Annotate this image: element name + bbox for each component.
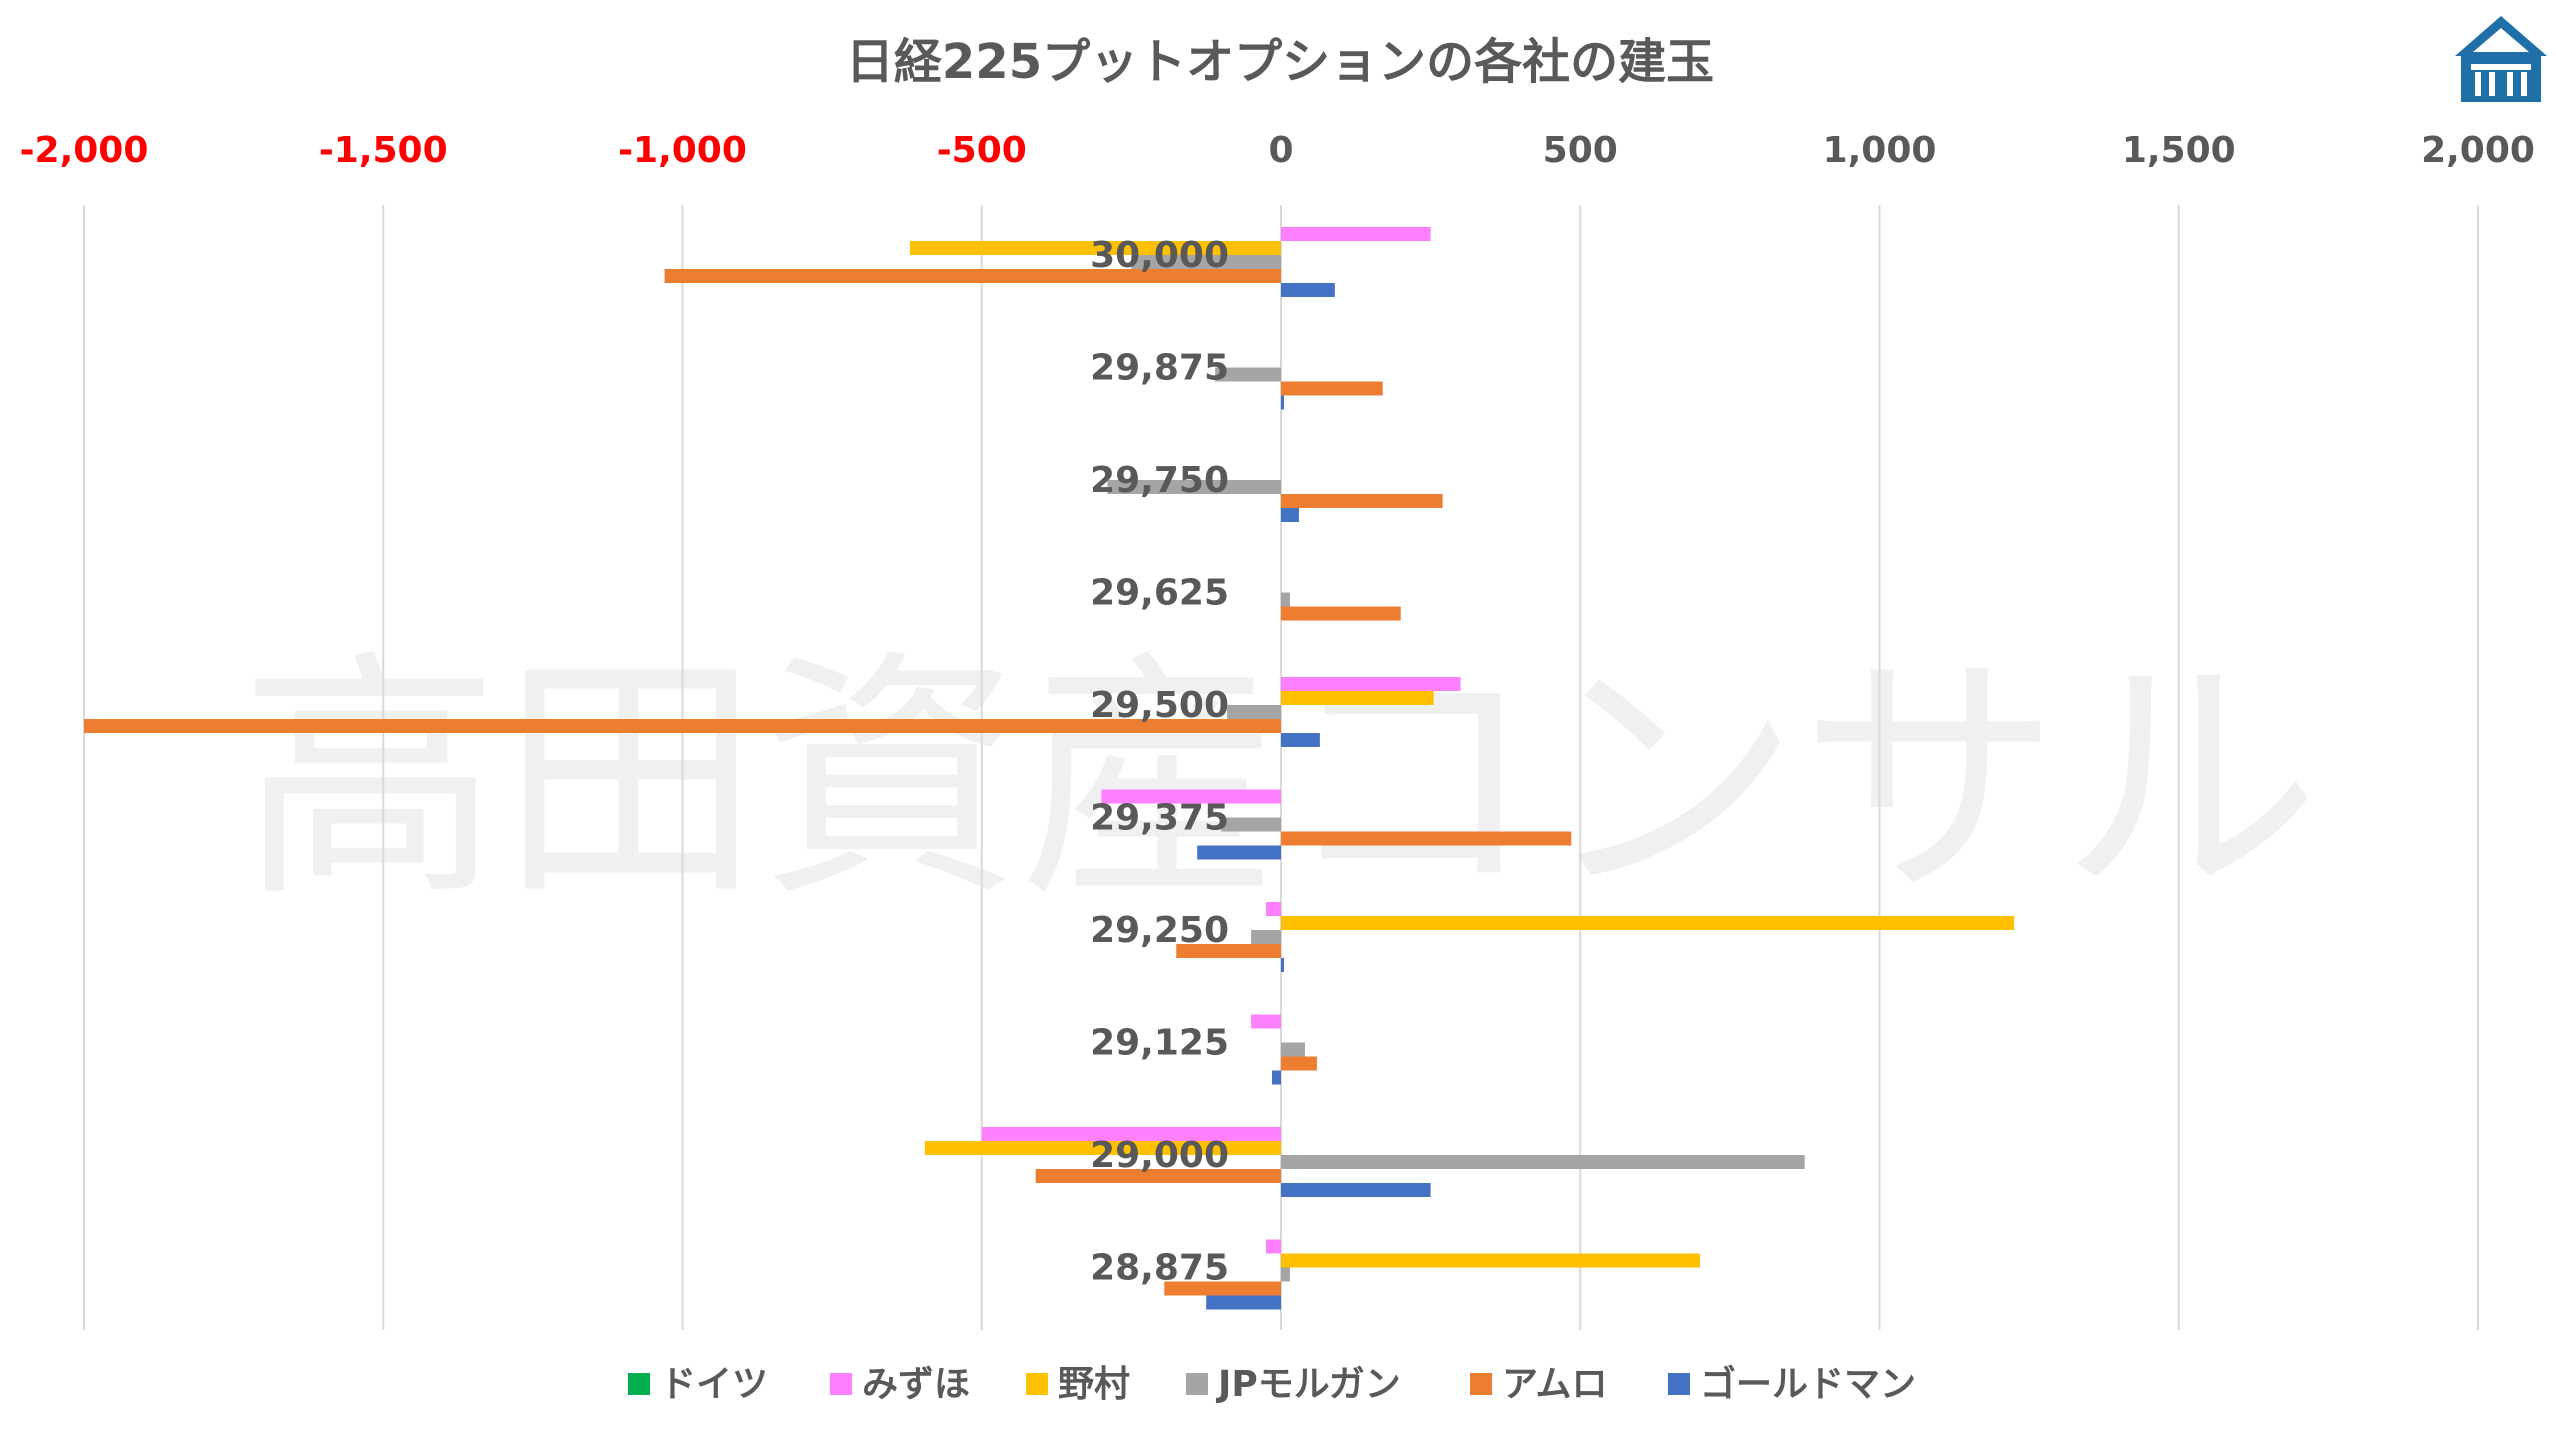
x-tick-label: 500 [1543,130,1618,171]
category-labels: 30,000 29,875 29,750 29,625 29,500 29,375 29,2… [1090,235,1229,1289]
bar [1215,367,1281,382]
bar [1272,1070,1281,1085]
bar [924,1141,1281,1155]
legend-swatch [1026,1373,1048,1395]
bar [1251,930,1281,944]
bar [1281,1042,1305,1057]
bar [1281,283,1335,297]
bar [1176,944,1281,958]
bar [664,269,1281,283]
bar [84,719,1281,733]
legend-label: アムロ [1502,1364,1607,1405]
x-tick-label: -1,000 [618,130,747,171]
bar [1107,480,1281,494]
chart-title: 日経225プットオプションの各社の建玉 [846,34,1714,90]
x-tick-label: 1,000 [1823,130,1937,171]
bar [1266,902,1281,916]
bar [1281,677,1461,691]
category-label: 28,875 [1090,1248,1229,1289]
bar [1101,789,1281,804]
bar [1281,592,1290,607]
bars [84,227,2015,1310]
x-tick-label: -1,500 [319,130,448,171]
category-label: 29,625 [1090,573,1229,614]
bar [1281,958,1284,972]
category-label: 30,000 [1090,235,1229,276]
category-label: 29,000 [1090,1135,1229,1176]
bar [1206,1295,1281,1310]
legend-label: JPモルガン [1215,1364,1401,1405]
legend-swatch [1470,1373,1492,1395]
takada-logo-icon [2455,16,2547,102]
bar [1281,494,1443,508]
bar [1227,705,1281,719]
bar [1281,1253,1700,1268]
bar [1281,1267,1290,1282]
bar [1281,916,2015,930]
legend-swatch [628,1373,650,1395]
category-label: 29,500 [1090,685,1229,726]
legend-swatch [1668,1373,1690,1395]
x-axis-ticks: -2,000 -1,500 -1,000 -500 0 500 1,000 1,500 2,00… [20,130,2535,171]
bar [1035,1169,1281,1183]
bar [1281,1155,1805,1169]
bar [1281,733,1320,747]
bar [1281,606,1401,621]
x-tick-label: -500 [937,130,1027,171]
bar [1281,395,1284,410]
bar [1281,1183,1431,1197]
bar [909,241,1281,255]
x-tick-label: 1,500 [2122,130,2236,171]
category-label: 29,375 [1090,798,1229,839]
bar [1221,817,1281,832]
legend-label: ゴールドマン [1700,1363,1916,1405]
bar [1197,845,1281,860]
bar [981,1127,1281,1141]
category-label: 29,875 [1090,348,1229,389]
x-tick-label: -2,000 [20,130,149,171]
legend-swatch [830,1373,852,1395]
bar [1281,831,1572,846]
bar [1281,381,1383,396]
category-label: 29,125 [1090,1023,1229,1064]
bar [1281,1056,1317,1071]
category-label: 29,250 [1090,910,1229,951]
legend: ドイツ みずほ 野村 JPモルガン アムロ ゴールドマン [628,1363,1916,1405]
legend-label: 野村 [1058,1364,1130,1405]
legend-swatch [1186,1373,1208,1395]
bar [1164,1281,1281,1296]
bar [1266,1239,1281,1254]
x-tick-label: 2,000 [2421,130,2535,171]
bar [1131,255,1281,269]
bar [1281,227,1431,241]
legend-label: ドイツ [660,1364,768,1405]
bar [1251,1014,1281,1029]
bar [1281,691,1434,705]
x-tick-label: 0 [1268,130,1293,171]
category-label: 29,750 [1090,460,1229,501]
legend-label: みずほ [862,1364,970,1405]
bar [1281,508,1299,522]
gridlines [83,205,2479,1330]
